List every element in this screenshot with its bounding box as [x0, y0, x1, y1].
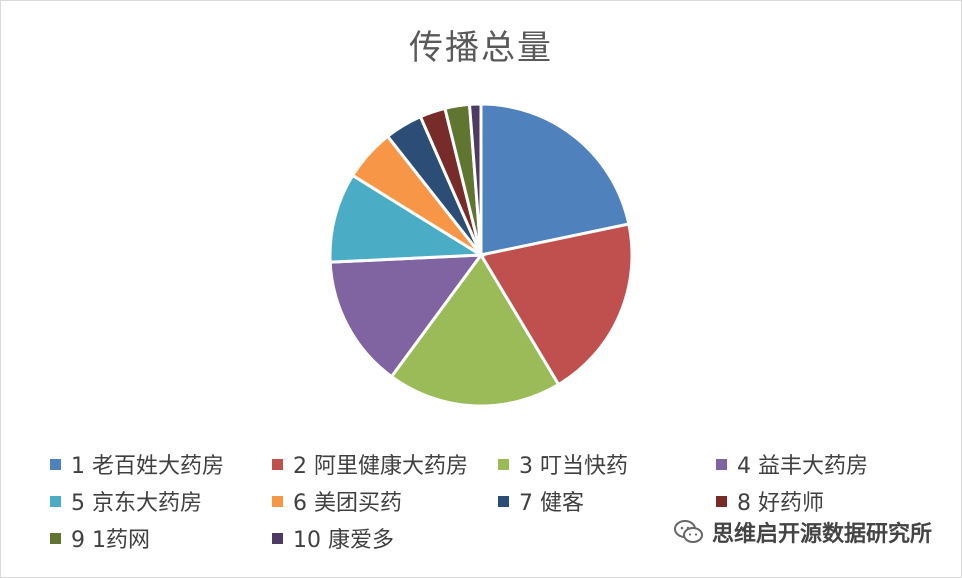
legend-label: 7 健客 [519, 491, 584, 516]
legend-item-3: 3 叮当快药 [498, 448, 628, 480]
legend-swatch [50, 532, 61, 544]
legend-swatch [716, 495, 727, 507]
legend-swatch [716, 458, 727, 470]
legend-swatch [272, 458, 283, 470]
pie-slice-2 [478, 222, 634, 387]
legend-item-2: 2 阿里健康大药房 [272, 448, 468, 480]
legend-label: 9 1药网 [71, 528, 150, 553]
watermark-text: 思维启开源数据研究所 [711, 522, 932, 547]
legend-item-10: 10 康爱多 [272, 522, 394, 554]
legend-item-4: 4 益丰大药房 [716, 448, 868, 480]
pie-chart [328, 102, 634, 408]
legend-swatch [272, 532, 283, 544]
legend-label: 10 康爱多 [293, 528, 394, 553]
legend-swatch [272, 495, 283, 507]
pie-slice-4 [328, 253, 485, 379]
legend-label: 2 阿里健康大药房 [293, 454, 468, 479]
legend-label: 5 京东大药房 [71, 491, 202, 516]
legend-swatch [50, 458, 61, 470]
pie-slice-3 [389, 252, 561, 408]
legend-label: 8 好药师 [737, 491, 824, 516]
legend-label: 3 叮当快药 [519, 454, 628, 479]
legend-item-8: 8 好药师 [716, 485, 824, 517]
legend-item-9: 9 1药网 [50, 522, 150, 554]
legend-item-6: 6 美团买药 [272, 485, 402, 517]
legend-item-5: 5 京东大药房 [50, 485, 202, 517]
legend-label: 1 老百姓大药房 [71, 454, 224, 479]
pie-slice-10 [467, 102, 483, 256]
legend-swatch [498, 458, 509, 470]
legend-swatch [50, 495, 61, 507]
legend-label: 4 益丰大药房 [737, 454, 868, 479]
legend-item-1: 1 老百姓大药房 [50, 448, 224, 480]
pie-slice-1 [479, 102, 631, 257]
legend-item-7: 7 健客 [498, 485, 584, 517]
chart-title: 传播总量 [409, 28, 553, 68]
wechat-icon [673, 519, 704, 545]
pie-slice-5 [328, 173, 486, 264]
legend-label: 6 美团买药 [293, 491, 402, 516]
legend-swatch [498, 495, 509, 507]
watermark: 思维启开源数据研究所 [673, 516, 932, 548]
